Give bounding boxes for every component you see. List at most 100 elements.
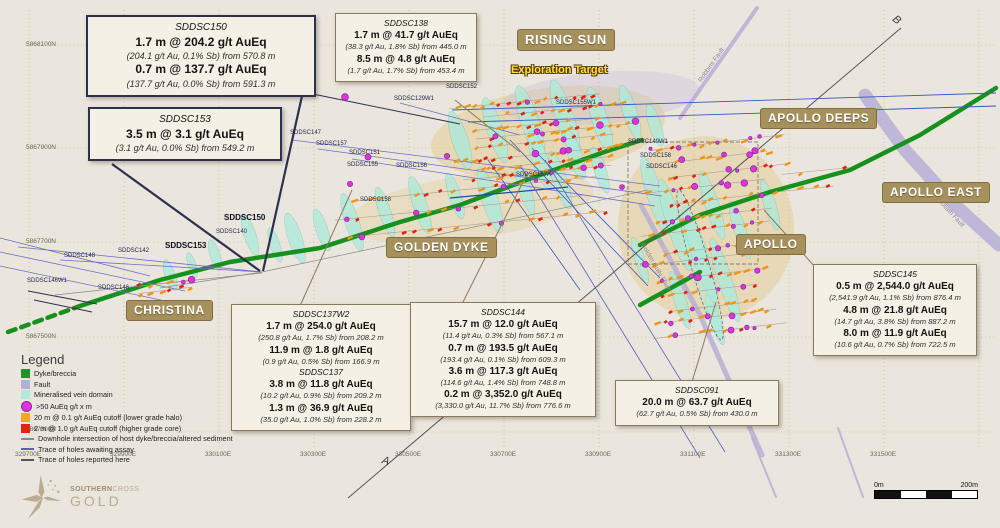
callout-title: SDDSC153	[159, 114, 211, 125]
drillhole-label: SDDSC158	[640, 153, 672, 159]
drillhole-label: SDDSC147	[290, 130, 322, 136]
legend-item: Downhole intersection of host dyke/brecc…	[21, 434, 233, 443]
legend-label: Trace of holes reported here	[38, 455, 130, 464]
logo-line1: SOUTHERN	[70, 486, 113, 494]
axis-label-easting: 329900E	[110, 451, 137, 458]
legend-item: Trace of holes reported here	[21, 455, 233, 464]
legend-title: Legend	[21, 352, 65, 367]
callout-sddsc150: SDDSC150 1.7 m @ 204.2 g/t AuEq (204.1 g…	[86, 15, 316, 97]
callout-title: SDDSC137W2	[292, 309, 350, 319]
scale-bar-segments	[874, 490, 978, 499]
drillhole-label: SDDSC155	[347, 162, 379, 168]
drillhole-label: SDDSC150	[224, 213, 266, 222]
axis-label-northing: 5867700N	[26, 238, 56, 245]
drillhole-label: SDDSC148	[64, 253, 96, 259]
drillhole-label: SDDSC142	[118, 248, 150, 254]
axis-label-easting: 330700E	[490, 451, 517, 458]
assay-result: 15.7 m @ 12.0 g/t AuEq	[448, 319, 558, 331]
callout-title: SDDSC137	[299, 366, 343, 377]
axis-label-easting: 330300E	[300, 451, 327, 458]
assay-detail: (10.2 g/t Au, 0.9% Sb) from 209.2 m	[260, 391, 382, 401]
section-line-label: A	[380, 454, 391, 468]
callout-title: SDDSC145	[873, 269, 917, 279]
drillhole-label: SDDSC157	[316, 141, 348, 147]
legend-item: >50 AuEq g/t x m	[21, 400, 233, 412]
assay-result: 3.8 m @ 11.8 g/t AuEq	[269, 379, 373, 391]
assay-result: 0.7 m @ 193.5 g/t AuEq	[448, 342, 558, 354]
legend-label: >50 AuEq g/t x m	[36, 401, 92, 411]
fault-swatch	[21, 379, 30, 389]
assay-result: 1.7 m @ 254.0 g/t AuEq	[266, 321, 376, 333]
assay-detail: (114.6 g/t Au, 1.4% Sb) from 748.8 m	[440, 377, 566, 387]
dyke-swatch	[21, 369, 30, 378]
assay-result: 3.5 m @ 3.1 g/t AuEq	[126, 126, 244, 141]
assay-result: 8.5 m @ 4.8 g/t AuEq	[356, 53, 456, 65]
drillhole-label: SDDSC158	[360, 197, 392, 203]
legend-item: Trace of holes awaiting assay	[21, 445, 233, 454]
fault-label: Robbins Fault	[697, 46, 726, 84]
logo-line2: CROSS	[112, 486, 140, 494]
assay-result: 4.8 m @ 21.8 g/t AuEq	[843, 304, 947, 316]
callout-title: SDDSC091	[675, 385, 719, 395]
legend-label: Trace of holes awaiting assay	[38, 444, 134, 454]
assay-result: 8.0 m @ 11.9 g/t AuEq	[843, 327, 947, 339]
drillhole-label: SDDSC155W1	[556, 100, 597, 106]
higher-grade-swatch	[21, 423, 30, 433]
legend-item: 20 m @ 0.1 g/t AuEq cutoff (lower grade …	[21, 413, 233, 422]
assay-detail: (2,541.9 g/t Au, 1.1% Sb) from 876.4 m	[829, 293, 961, 303]
company-logo: SOUTHERNCROSS GOLD	[20, 474, 139, 522]
assay-detail: (38.3 g/t Au, 1.8% Sb) from 445.0 m	[345, 42, 467, 52]
legend-label: Mineralised vein domain	[34, 390, 113, 399]
assay-detail: (62.7 g/t Au, 0.5% Sb) from 430.0 m	[636, 409, 758, 419]
assay-result: 20.0 m @ 63.7 g/t AuEq	[642, 397, 752, 409]
scale-max-label: 200m	[960, 482, 978, 489]
assay-detail: (14.7 g/t Au, 3.8% Sb) from 887.2 m	[834, 316, 956, 326]
callout-sddsc145: SDDSC145 0.5 m @ 2,544.0 g/t AuEq (2,541…	[813, 264, 977, 357]
region-badge-golden-dyke: GOLDEN DYKE	[386, 237, 497, 258]
callout-sddsc144: SDDSC144 15.7 m @ 12.0 g/t AuEq (11.4 g/…	[410, 302, 596, 418]
assay-detail: (3.1 g/t Au, 0.0% Sb) from 549.2 m	[115, 143, 255, 154]
axis-label-easting: 331300E	[775, 451, 802, 458]
axis-label-northing: 5867500N	[26, 333, 56, 340]
section-line-label: B	[890, 13, 904, 27]
axis-label-easting: 331100E	[680, 451, 706, 458]
callout-title: SDDSC144	[481, 307, 525, 317]
awaiting-assay-line-swatch	[21, 448, 34, 450]
drillhole-label: SDDSC146W1	[27, 278, 68, 284]
drillhole-label: SDDSC156	[396, 163, 428, 169]
callout-sddsc137w2-137: SDDSC137W2 1.7 m @ 254.0 g/t AuEq (250.8…	[231, 304, 411, 431]
assay-detail: (11.4 g/t Au, 0.3% Sb) from 567.1 m	[442, 331, 564, 341]
assay-detail: (204.1 g/t Au, 0.1% Sb) from 570.8 m	[126, 51, 276, 62]
region-badge-apollo: APOLLO	[736, 234, 806, 255]
assay-result: 0.7 m @ 137.7 g/t AuEq	[135, 62, 267, 77]
assay-result: 1.3 m @ 36.9 g/t AuEq	[269, 402, 373, 414]
assay-detail: (193.4 g/t Au, 0.1% Sb) from 609.3 m	[440, 354, 566, 364]
assay-result: 0.2 m @ 3,352.0 g/t AuEq	[444, 389, 562, 401]
southern-cross-star-icon	[21, 475, 62, 520]
logo-line3: GOLD	[70, 493, 122, 510]
axis-label-easting: 329700E	[15, 451, 42, 458]
drillhole-label: SDDSC149W1	[628, 139, 669, 145]
assay-result: 3.6 m @ 117.3 g/t AuEq	[448, 365, 558, 377]
region-badge-apollo-east: APOLLO EAST	[882, 182, 990, 203]
callout-sddsc138: SDDSC138 1.7 m @ 41.7 g/t AuEq (38.3 g/t…	[335, 13, 477, 82]
axis-label-easting: 330900E	[585, 451, 612, 458]
drillhole-label: SDDSC146	[646, 164, 678, 170]
region-badge-christina: CHRISTINA	[126, 300, 213, 321]
drillhole-label: SDDSC153	[165, 241, 207, 250]
drillhole-label: SDDSC146	[98, 285, 130, 291]
legend-item: Fault	[21, 379, 233, 389]
drillhole-label: SDDSC151	[349, 150, 381, 156]
assay-result: 11.9 m @ 1.8 g/t AuEq	[269, 344, 373, 356]
drillhole-label: SDDSC152	[446, 84, 478, 90]
legend-label: 20 m @ 0.1 g/t AuEq cutoff (lower grade …	[34, 413, 183, 422]
callout-title: SDDSC150	[175, 22, 227, 33]
scale-bar: 0m 200m	[874, 482, 978, 499]
assay-result: 0.5 m @ 2,544.0 g/t AuEq	[836, 281, 954, 293]
legend-item: 2 m @ 1.0 g/t AuEq cutoff (higher grade …	[21, 423, 233, 433]
axis-label-northing: 5867900N	[26, 144, 56, 151]
assay-result: 1.7 m @ 41.7 g/t AuEq	[354, 30, 458, 42]
callout-title: SDDSC138	[384, 18, 428, 28]
assay-detail: (250.8 g/t Au, 1.7% Sb) from 208.2 m	[258, 333, 384, 343]
